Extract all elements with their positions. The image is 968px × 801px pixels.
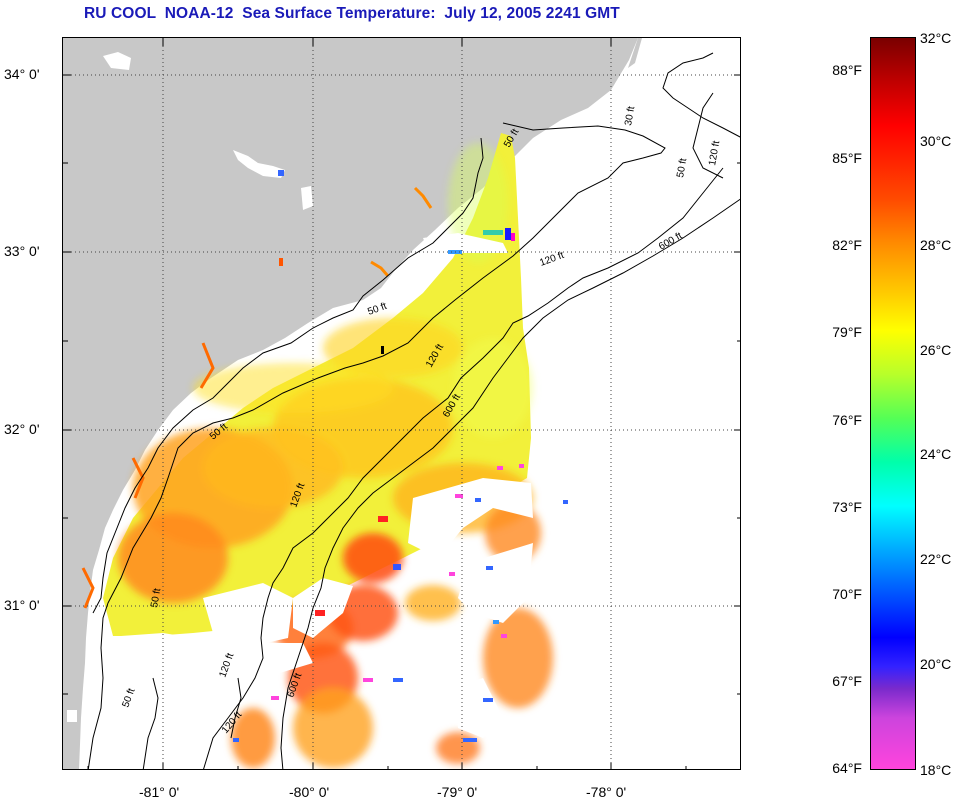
colorbar-f-label: 67°F [832, 673, 862, 689]
colorbar-f-label: 79°F [832, 324, 862, 340]
lon-label-79: -79° 0' [437, 784, 478, 800]
colorbar-f-label: 73°F [832, 499, 862, 515]
colorbar-f-label: 64°F [832, 760, 862, 776]
land-island-ne [628, 38, 642, 68]
axis-ticks [63, 38, 740, 769]
contour-label: 50 ft [675, 157, 689, 178]
lat-label-31: 31° 0' [4, 597, 40, 613]
colorbar-c-label: 22°C [920, 551, 952, 567]
colorbar-f-label: 85°F [832, 150, 862, 166]
lat-label-32: 32° 0' [4, 421, 40, 437]
lon-label-78: -78° 0' [586, 784, 627, 800]
temperature-colorbar [870, 37, 916, 770]
colorbar-f-label: 82°F [832, 237, 862, 253]
contour-label: 50 ft [149, 587, 163, 608]
colorbar-f-label: 70°F [832, 586, 862, 602]
colorbar-c-label: 24°C [920, 446, 952, 462]
sst-speckles [233, 228, 568, 742]
lon-label-81: -81° 0' [139, 784, 180, 800]
sst-map-svg: 50 ft 120 ft 600 ft 30 ft 120 ft 50 ft 5… [63, 38, 740, 769]
colorbar-c-label: 32°C [920, 30, 952, 46]
colorbar-c-label: 26°C [920, 342, 952, 358]
colorbar-c-label: 28°C [920, 237, 952, 253]
land-clouds [67, 52, 313, 722]
contour-label: 120 ft [707, 140, 722, 167]
coastal-warm-water [81, 186, 433, 609]
colorbar-c-label: 20°C [920, 656, 952, 672]
bathymetry-contours [87, 52, 740, 769]
map-title: RU COOL NOAA-12 Sea Surface Temperature:… [84, 5, 620, 22]
colorbar-c-label: 30°C [920, 133, 952, 149]
colorbar-c-label: 18°C [920, 762, 952, 778]
lat-label-33: 33° 0' [4, 243, 40, 259]
lat-label-34: 34° 0' [4, 66, 40, 82]
sst-map: 50 ft 120 ft 600 ft 30 ft 120 ft 50 ft 5… [62, 37, 741, 770]
land-mass [63, 38, 638, 769]
colorbar-f-label: 88°F [832, 62, 862, 78]
lon-label-80: -80° 0' [289, 784, 330, 800]
contour-label: 30 ft [623, 105, 637, 126]
colorbar-f-label: 76°F [832, 412, 862, 428]
